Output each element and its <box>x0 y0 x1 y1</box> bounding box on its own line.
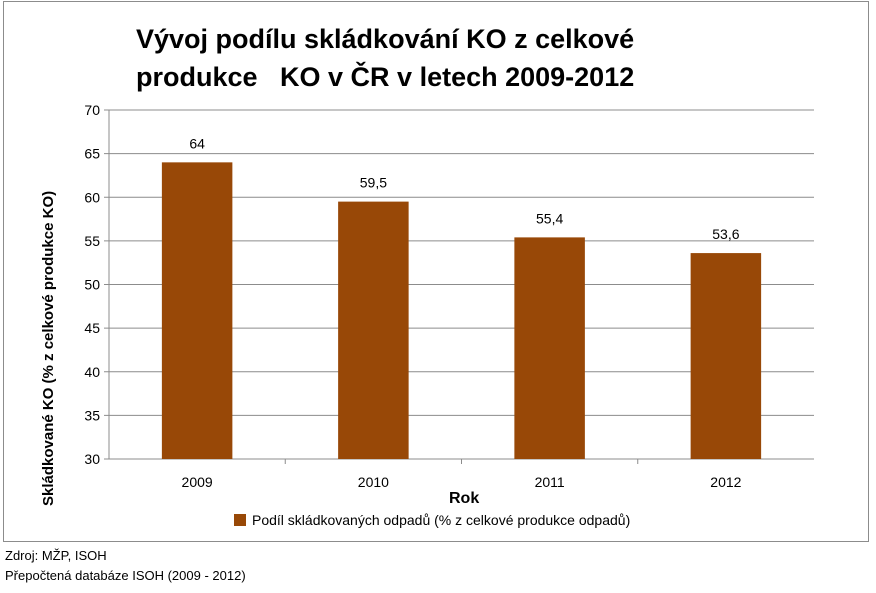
x-tick-label: 2009 <box>182 474 213 490</box>
bar <box>514 237 585 459</box>
source-line-1: Zdroj: MŽP, ISOH <box>5 548 107 563</box>
chart-frame: Vývoj podílu skládkování KO z celkové pr… <box>3 1 869 542</box>
y-tick-label: 55 <box>84 233 100 249</box>
y-tick-label: 70 <box>84 102 100 118</box>
y-tick-label: 40 <box>84 364 100 380</box>
chart-title-line-2: produkce KO v ČR v letech 2009-2012 <box>136 62 635 92</box>
data-label: 53,6 <box>712 226 739 242</box>
y-axis-title: Skládkované KO (% z celkové produkce KO) <box>40 190 57 506</box>
legend-swatch <box>234 514 246 526</box>
x-tick-label: 2011 <box>535 474 565 490</box>
legend: Podíl skládkovaných odpadů (% z celkové … <box>234 512 630 528</box>
bar <box>161 162 233 459</box>
y-tick-label: 60 <box>84 189 100 205</box>
y-tick-label: 45 <box>84 320 100 336</box>
y-tick-label: 35 <box>84 407 100 423</box>
x-tick-label: 2012 <box>710 474 741 490</box>
y-tick-label: 65 <box>84 146 100 162</box>
data-label: 59,5 <box>360 175 387 191</box>
bar <box>338 201 409 460</box>
data-label: 64 <box>189 135 205 151</box>
chart-title-line-1: Vývoj podílu skládkování KO z celkové <box>136 24 635 54</box>
chart-plot: 30 35 40 45 50 55 60 65 70 64 2009 59,5 2010 55,4 2011… <box>84 102 814 490</box>
legend-label: Podíl skládkovaných odpadů (% z celkové … <box>252 512 631 528</box>
y-tick-label: 50 <box>84 277 100 293</box>
x-tick-label: 2010 <box>358 474 389 490</box>
y-tick-label: 30 <box>84 451 100 467</box>
data-label: 55,4 <box>536 210 563 226</box>
source-line-2: Přepočtená databáze ISOH (2009 - 2012) <box>5 568 246 583</box>
x-axis-title: Rok <box>449 490 480 507</box>
bar <box>690 253 762 459</box>
